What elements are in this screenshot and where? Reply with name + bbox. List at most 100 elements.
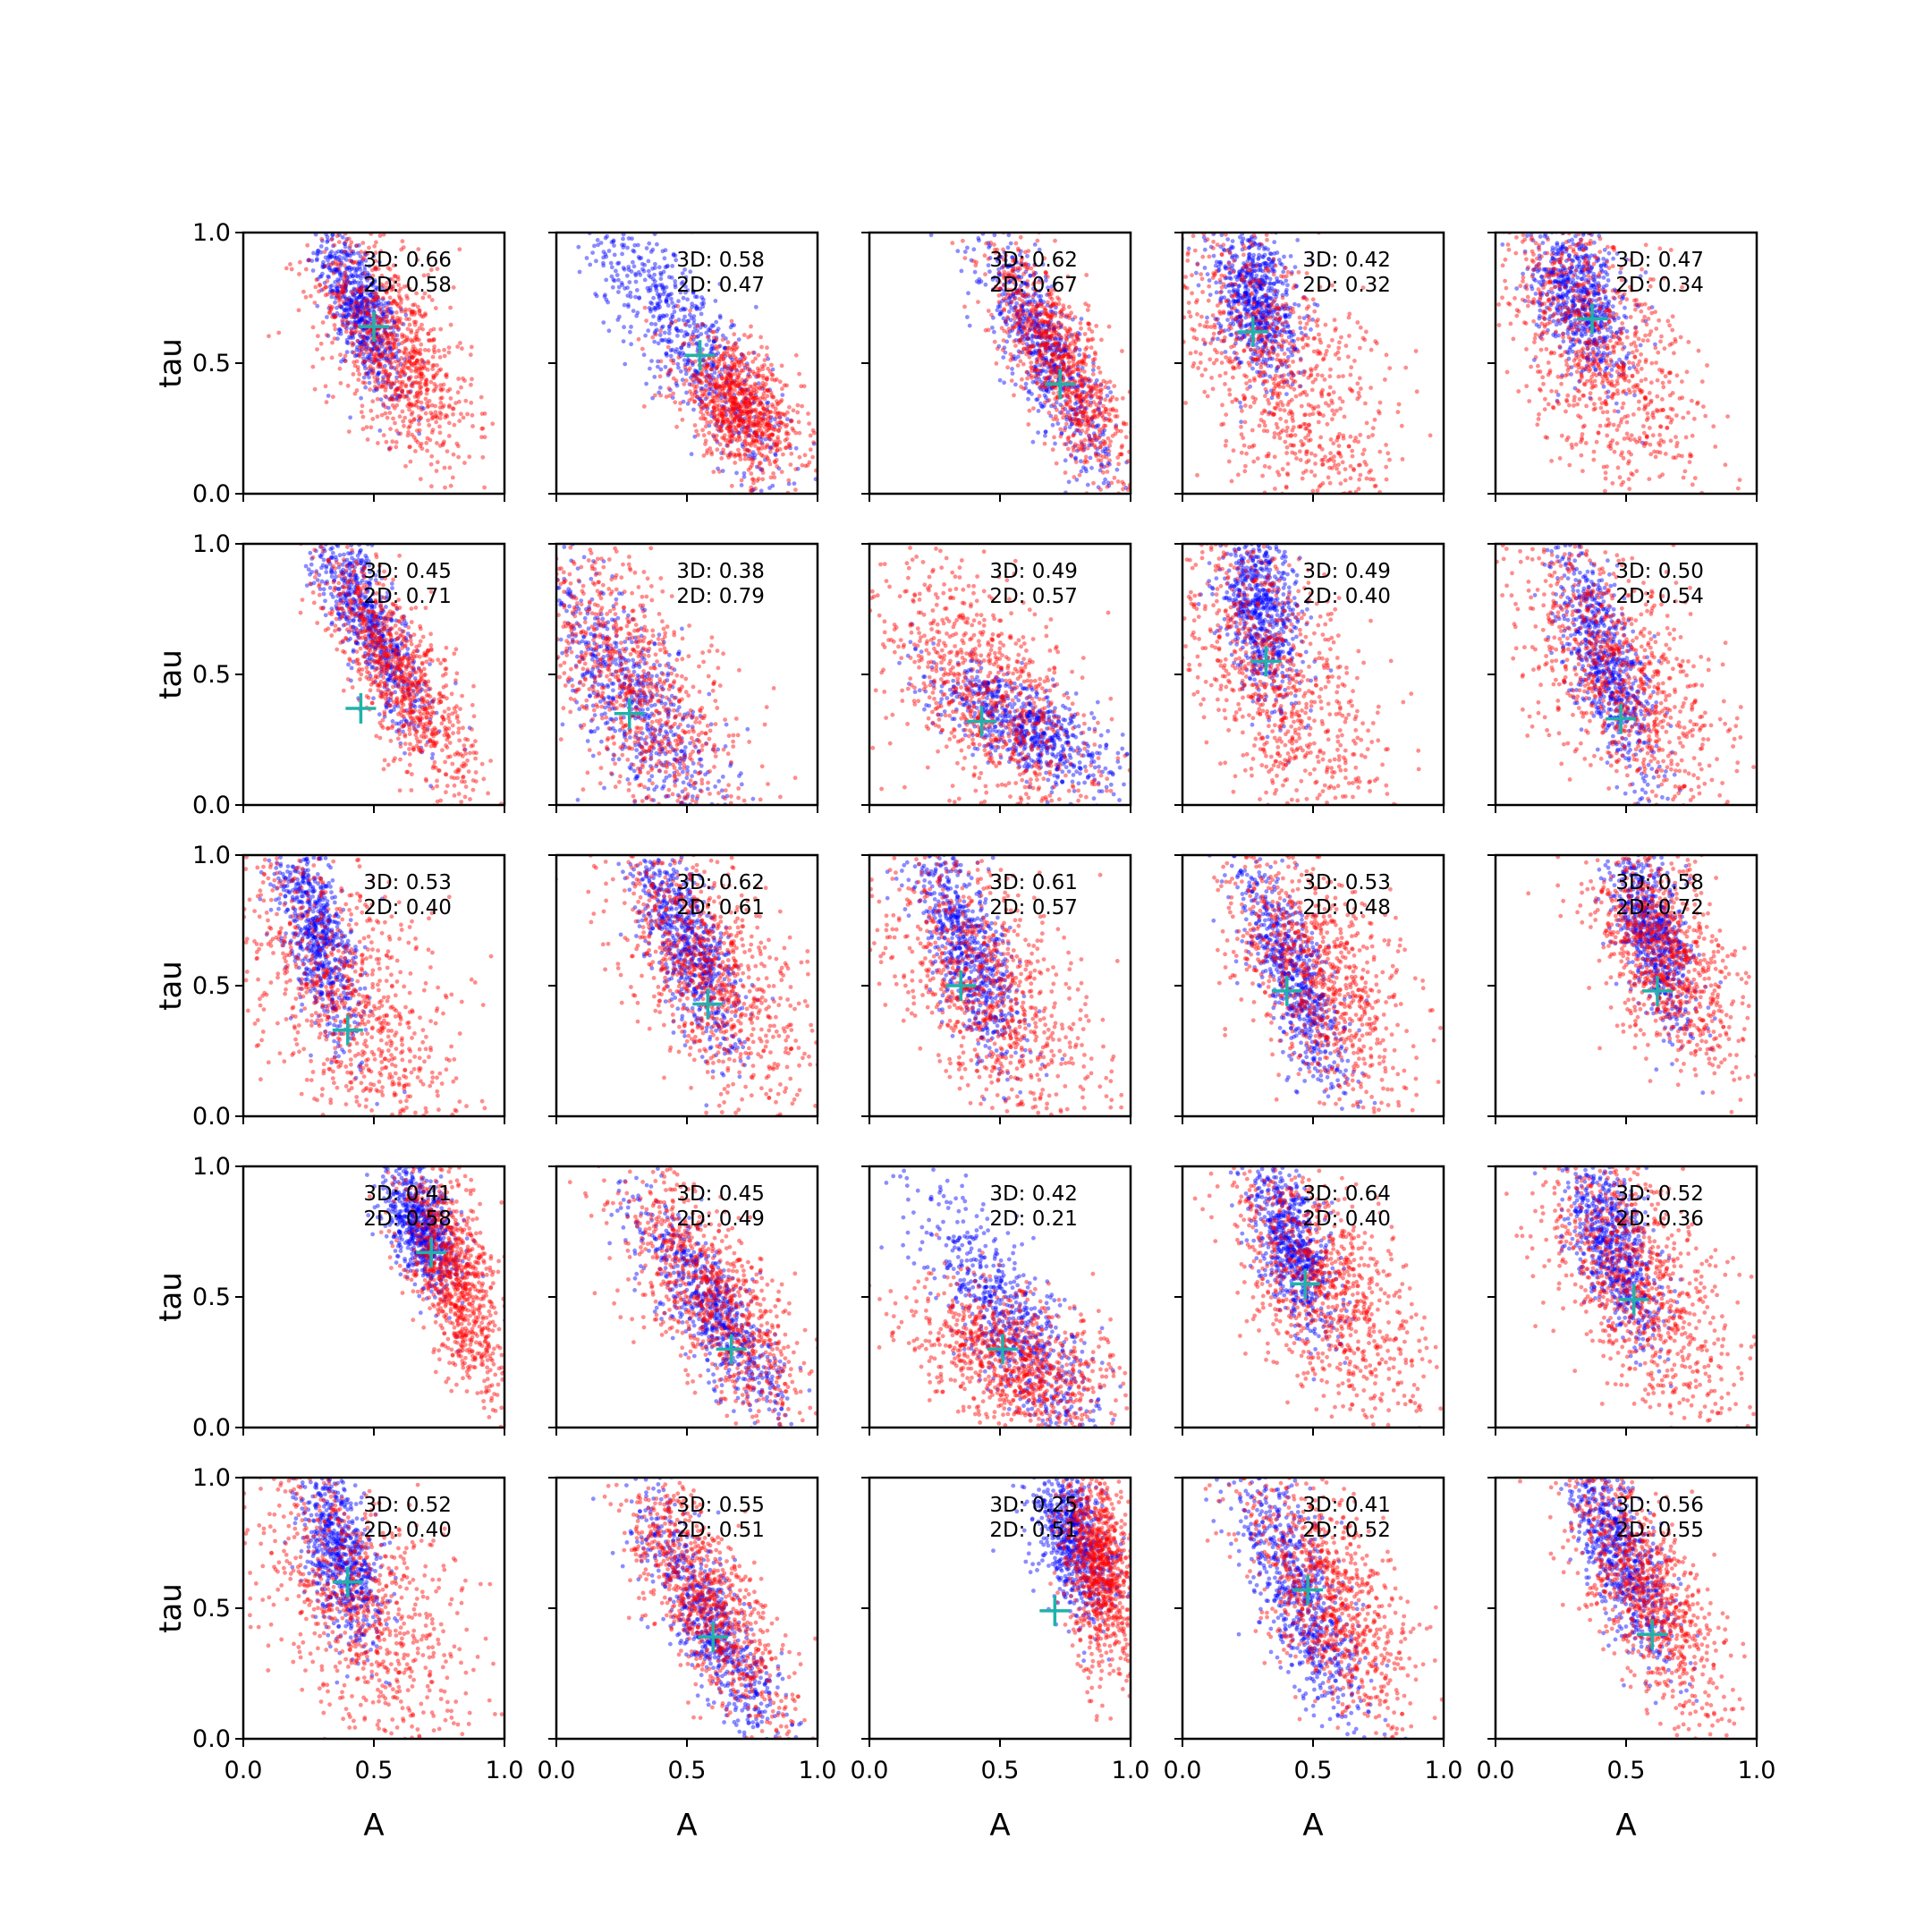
scatter-point (682, 307, 686, 312)
scatter-point (336, 291, 342, 296)
scatter-point (802, 453, 808, 458)
scatter-point (1018, 359, 1023, 364)
scatter-point (439, 395, 445, 401)
scatter-point (752, 453, 758, 458)
scatter-point (337, 271, 343, 275)
scatter-point (352, 353, 358, 359)
scatter-point (401, 322, 406, 326)
scatter-point (763, 436, 768, 442)
scatter-point (733, 355, 737, 360)
scatter-point (357, 318, 362, 323)
scatter-point (714, 386, 719, 391)
scatter-point (396, 289, 402, 294)
scatter-point (1079, 446, 1083, 452)
scatter-point (315, 250, 320, 256)
scatter-point (725, 372, 731, 377)
scatter-point (419, 371, 423, 377)
scatter-point (758, 402, 763, 407)
scatter-point (745, 404, 750, 409)
scatter-point (648, 307, 654, 312)
scatter-point (318, 341, 324, 346)
scatter-point (407, 445, 412, 450)
scatter-point (333, 267, 338, 272)
scatter-point (400, 409, 405, 414)
scatter-point (429, 416, 435, 421)
scatter-point (632, 242, 638, 248)
scatter-point (1035, 380, 1040, 386)
scatter-point (1066, 360, 1072, 365)
scatter-point (384, 385, 388, 390)
scatter-point (367, 330, 372, 335)
scatter-point (399, 356, 404, 360)
scatter-point (307, 258, 311, 263)
scatter-point (1097, 405, 1101, 410)
scatter-point (1098, 391, 1104, 395)
scatter-point (411, 402, 417, 408)
annotation-2d: 2D: 0.47 (676, 274, 765, 297)
scatter-point (404, 293, 409, 299)
scatter-point (643, 333, 648, 338)
scatter-point (438, 386, 444, 392)
scatter-point (687, 382, 692, 386)
scatter-point (710, 433, 716, 437)
scatter-point (426, 331, 431, 336)
scatter-point (346, 429, 352, 434)
scatter-point (729, 318, 734, 324)
scatter-point (361, 375, 367, 380)
scatter-point (376, 301, 381, 306)
scatter-point (343, 244, 348, 250)
scatter-point (331, 312, 335, 318)
scatter-point (433, 410, 438, 415)
scatter-point (748, 411, 753, 416)
scatter-point (740, 353, 745, 359)
scatter-point (394, 325, 399, 330)
scatter-point (385, 288, 389, 293)
scatter-point (722, 406, 726, 411)
scatter-point (394, 386, 400, 391)
scatter-point (676, 352, 682, 356)
scatter-point (1058, 314, 1063, 319)
scatter-point (652, 279, 657, 284)
scatter-point (716, 411, 722, 417)
scatter-point (653, 266, 657, 270)
scatter-point (971, 258, 976, 264)
scatter-point (414, 380, 419, 385)
scatter-point (768, 436, 774, 442)
scatter-point (710, 363, 716, 369)
scatter-point (976, 300, 980, 304)
scatter-point (333, 256, 338, 260)
scatter-point (733, 416, 737, 421)
scatter-point (429, 402, 435, 408)
annotation-2d: 2D: 0.58 (363, 274, 452, 297)
scatter-point (383, 288, 387, 293)
scatter-point (728, 355, 733, 360)
scatter-point (401, 419, 406, 424)
scatter-point (789, 451, 794, 456)
scatter-point (349, 305, 353, 310)
scatter-point (724, 336, 728, 341)
scatter-point (736, 382, 741, 387)
scatter-point (708, 326, 713, 331)
scatter-point (751, 408, 757, 412)
scatter-point (1083, 362, 1089, 367)
scatter-point (732, 393, 737, 397)
scatter-point (418, 392, 422, 396)
scatter-point (773, 406, 778, 411)
scatter-point (349, 249, 353, 254)
scatter-point (437, 416, 443, 421)
scatter-point (1022, 327, 1028, 332)
scatter-point (374, 344, 379, 350)
scatter-point (762, 412, 767, 417)
scatter-point (418, 477, 423, 481)
scatter-point (733, 380, 739, 386)
scatter-point (397, 296, 402, 301)
scatter-point (709, 452, 715, 457)
scatter-point (705, 363, 710, 368)
scatter-point (728, 373, 733, 378)
scatter-point (402, 360, 407, 366)
scatter-point (747, 396, 752, 401)
scatter-point (377, 319, 382, 325)
scatter-point (357, 317, 362, 322)
scatter-point (351, 292, 355, 296)
scatter-point (626, 302, 631, 308)
